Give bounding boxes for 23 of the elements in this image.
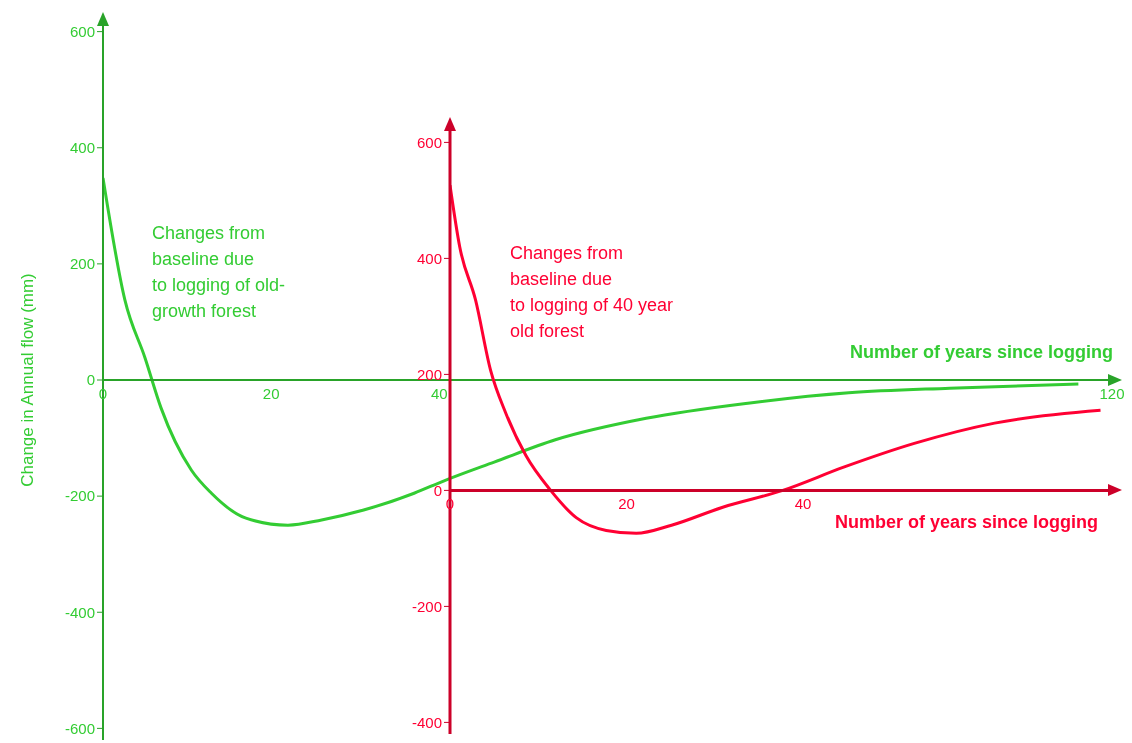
x-tick-label: 20 — [262, 384, 280, 402]
x-axis-title: Number of years since logging — [849, 342, 1113, 363]
y-tick-label: 600 — [69, 22, 95, 40]
y-tick-label: 400 — [416, 249, 442, 267]
x-tick-label: 120 — [1099, 384, 1125, 402]
y-tick-label: 200 — [69, 255, 95, 273]
y-tick-label: 0 — [433, 481, 442, 499]
y-tick-label: -200 — [64, 487, 95, 505]
y-tick-label: 200 — [416, 365, 442, 383]
y-tick-label: -400 — [64, 603, 95, 621]
x-tick-label: 20 — [618, 495, 635, 513]
y-tick-label: -400 — [411, 713, 442, 731]
y-tick-label: -600 — [64, 719, 95, 737]
y-tick-label: 0 — [86, 371, 95, 389]
y-tick-label: 400 — [69, 139, 95, 157]
y-tick-label: 600 — [416, 133, 442, 151]
y-axis-title: Change in Annual flow (mm) — [18, 273, 38, 487]
annotation: Changes from baseline due to logging of 40 year old forest — [510, 242, 674, 343]
annotation: Changes from baseline due to logging of old- growth forest — [152, 222, 286, 323]
y-tick-label: -200 — [411, 597, 442, 615]
x-tick-label: 40 — [430, 384, 448, 402]
x-tick-label: 40 — [794, 495, 812, 513]
x-axis-title: Number of years since logging — [834, 512, 1098, 534]
